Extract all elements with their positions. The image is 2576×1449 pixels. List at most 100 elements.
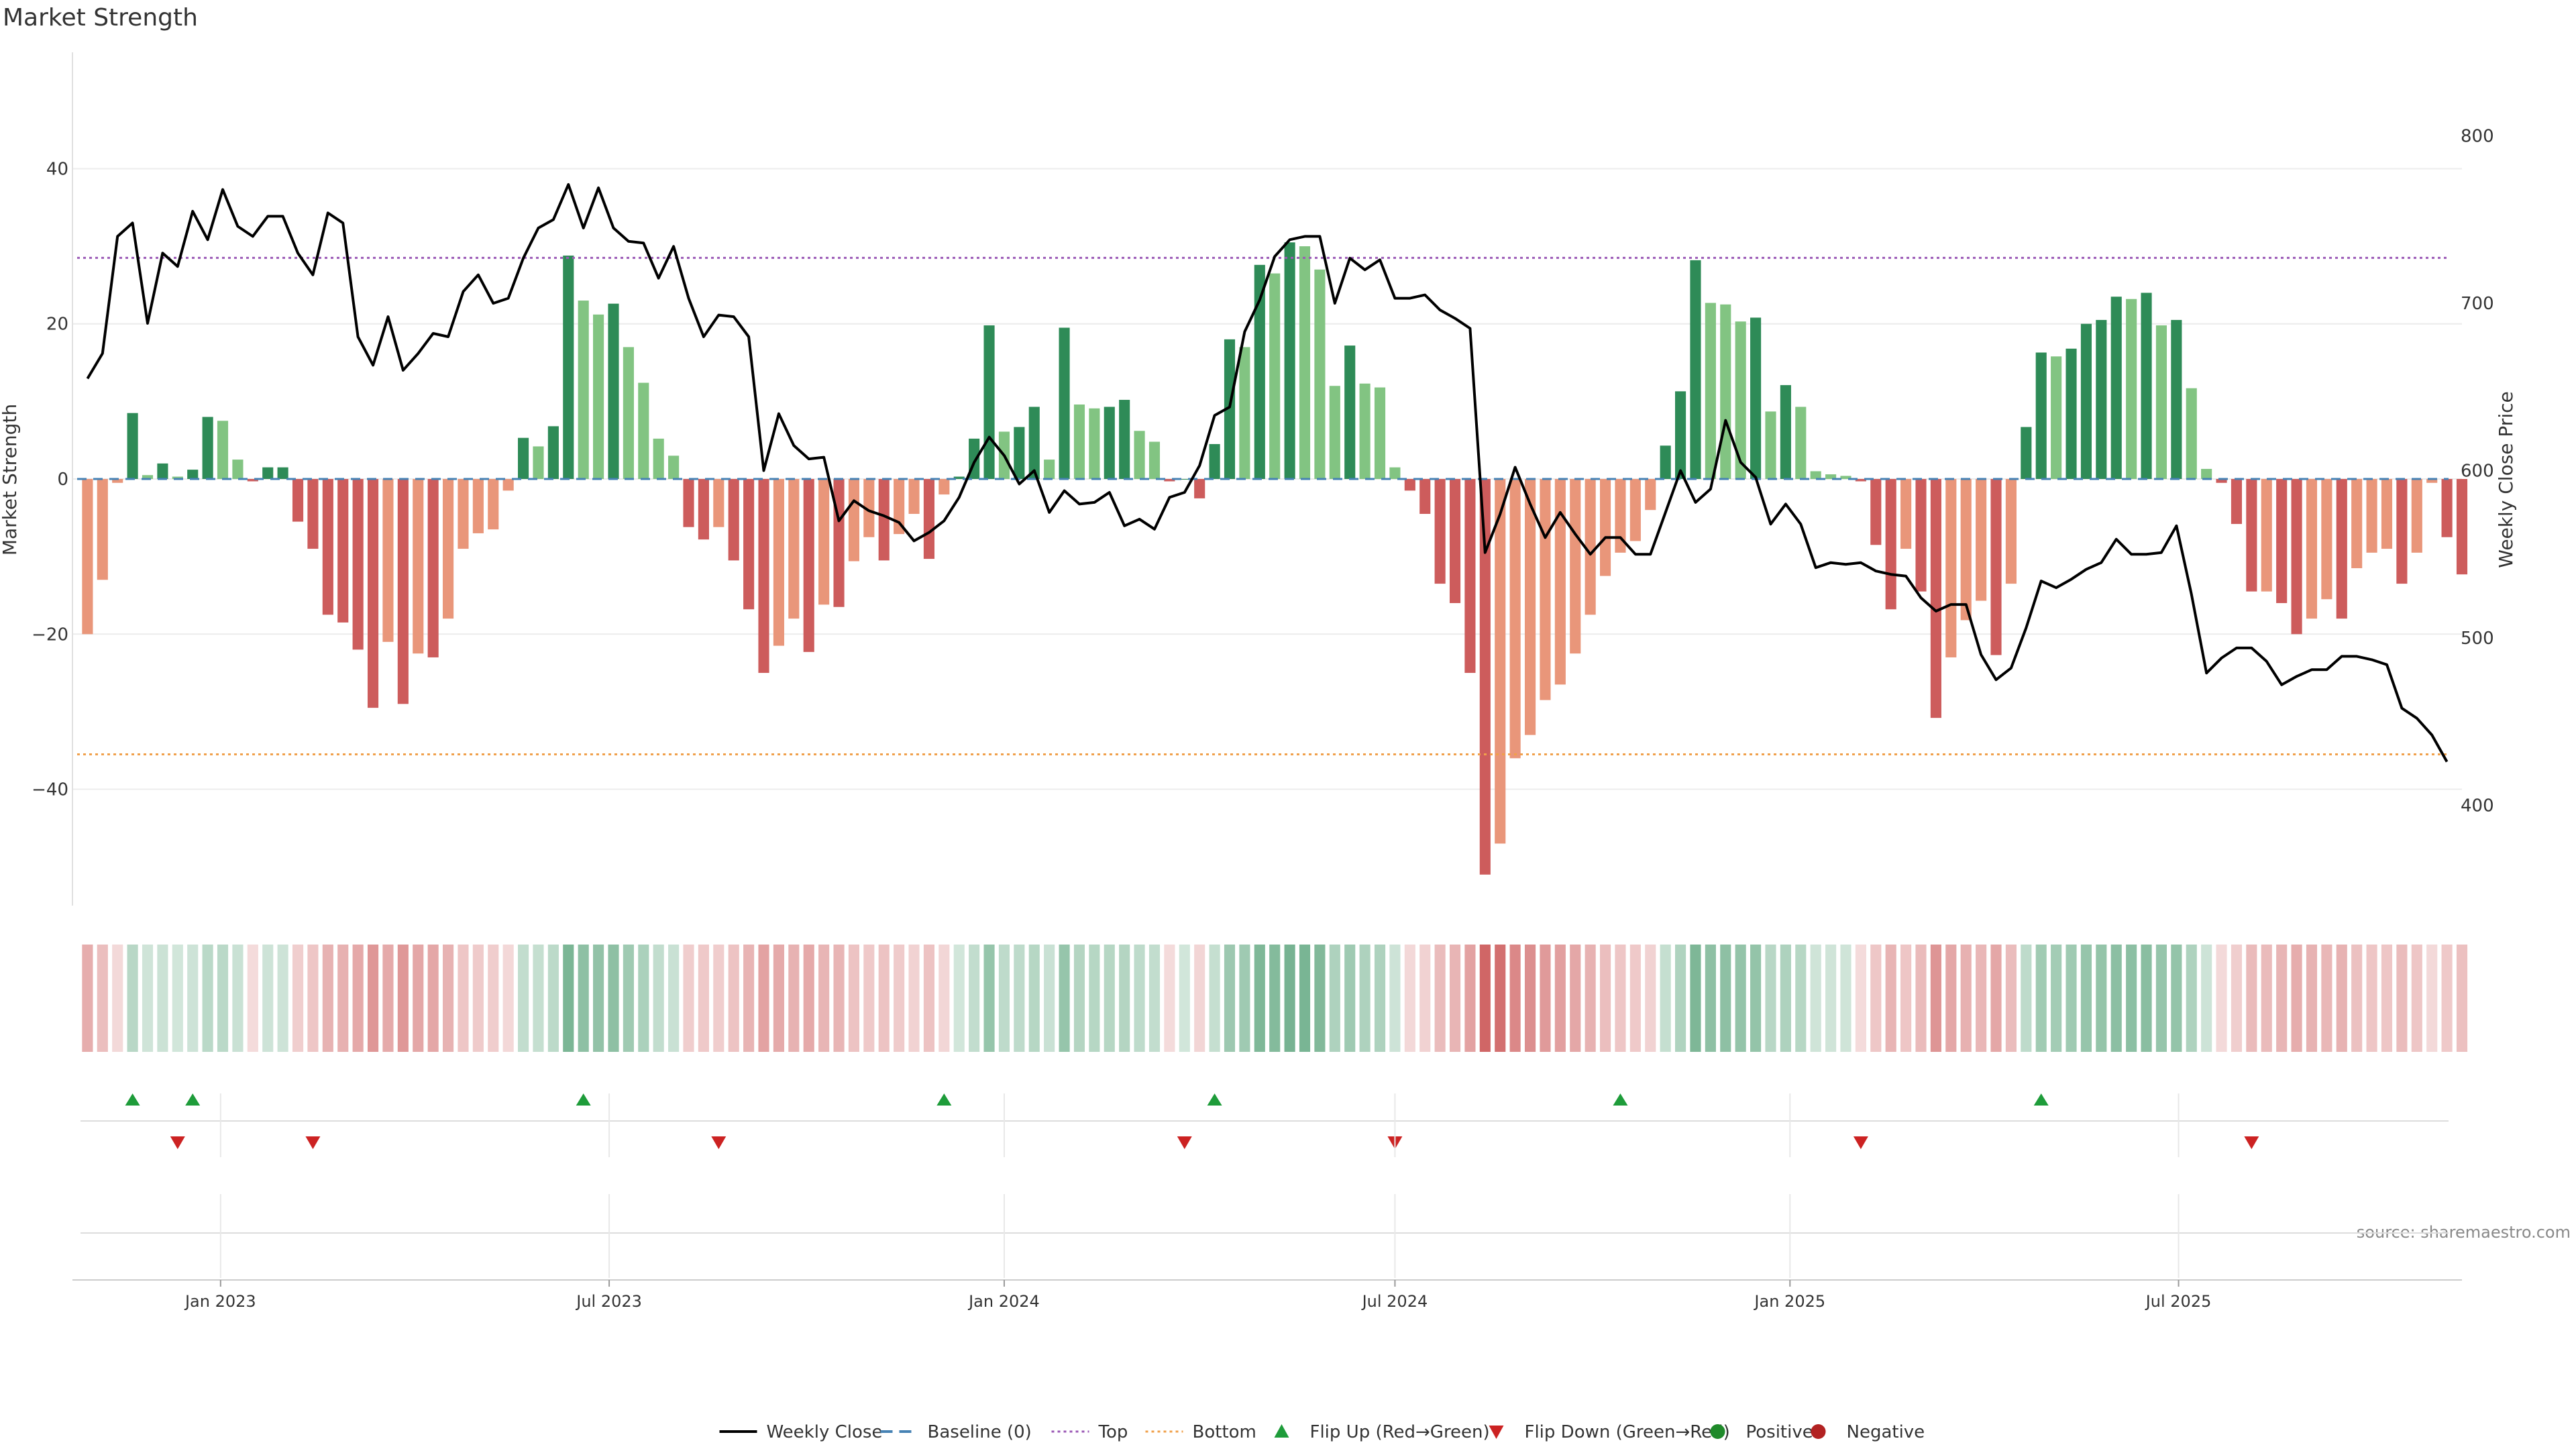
strength-bar <box>2126 299 2137 479</box>
strength-heat-cell <box>1434 945 1446 1052</box>
strength-heat-cell <box>307 945 319 1052</box>
strength-heat-cell <box>2126 945 2137 1052</box>
legend-item: Top <box>1051 1422 1128 1442</box>
flip-markers <box>80 1093 2449 1234</box>
strength-bar <box>2246 479 2257 592</box>
strength-bar <box>1629 479 1641 541</box>
strength-bar <box>653 438 664 479</box>
x-tick-label: Jan 2023 <box>184 1292 256 1311</box>
flip-down-marker <box>305 1136 321 1149</box>
strength-bar <box>172 476 183 479</box>
strength-heat-cell <box>458 945 469 1052</box>
strength-bar <box>1224 339 1236 479</box>
strength-bar <box>1164 479 1175 482</box>
strength-bar <box>232 460 244 479</box>
strength-bar <box>217 421 229 479</box>
strength-heat-cell <box>2065 945 2077 1052</box>
strength-bar <box>1524 479 1536 735</box>
strength-heat-cell <box>1795 945 1807 1052</box>
strength-bar <box>563 255 574 479</box>
x-tick-label: Jul 2024 <box>1361 1292 1428 1311</box>
strength-bar <box>1750 317 1762 479</box>
strength-heat-cell <box>2231 945 2243 1052</box>
strength-heat-cell <box>1810 945 1821 1052</box>
strength-bar <box>2051 356 2062 479</box>
legend-label: Bottom <box>1193 1422 1256 1442</box>
strength-bar <box>1014 427 1025 479</box>
flip-up-marker <box>1207 1093 1222 1106</box>
strength-heat-cell <box>2276 945 2288 1052</box>
y2-tick-label: 600 <box>2461 462 2494 482</box>
strength-heat-cell <box>969 945 980 1052</box>
strength-heat-cell <box>2336 945 2347 1052</box>
strength-heat-cell <box>2051 945 2062 1052</box>
x-tick-label: Jul 2023 <box>575 1292 642 1311</box>
strength-heat-cell <box>1750 945 1762 1052</box>
strength-heat-cell <box>1509 945 1521 1052</box>
strength-heat-cell <box>97 945 108 1052</box>
strength-heat-cell <box>142 945 154 1052</box>
strength-heat-cell <box>2035 945 2047 1052</box>
strength-heat-cell <box>1148 945 1161 1052</box>
strength-heat-cell <box>1269 945 1281 1052</box>
x-tick-label: Jan 2025 <box>1753 1292 1825 1311</box>
strength-bar <box>1615 479 1626 553</box>
strength-heat-cell <box>533 945 544 1052</box>
strength-heat-cell <box>1179 945 1190 1052</box>
strength-heat-cell <box>2261 945 2272 1052</box>
strength-heat-cell <box>2411 945 2422 1052</box>
strength-bar <box>1915 479 1927 592</box>
strength-bar <box>2141 292 2152 479</box>
legend-item: Flip Up (Red→Green) <box>1274 1422 1490 1442</box>
strength-bar <box>1945 479 1957 657</box>
strength-bar <box>1645 479 1656 511</box>
strength-bar <box>187 470 199 479</box>
strength-bar <box>1990 479 2002 655</box>
strength-heat-cell <box>1239 945 1250 1052</box>
flip-down-marker <box>170 1136 185 1149</box>
strength-heat-cell <box>683 945 694 1052</box>
strength-heat-cell <box>1780 945 1791 1052</box>
strength-bar <box>1028 407 1040 479</box>
strength-heat-cell <box>1495 945 1506 1052</box>
strength-heat-cell <box>232 945 244 1052</box>
strength-heat-cell <box>1224 945 1236 1052</box>
strength-bar <box>638 382 649 479</box>
strength-bar <box>2291 479 2302 635</box>
legend-label: Top <box>1098 1422 1128 1442</box>
strength-heat-cell <box>1855 945 1866 1052</box>
strength-heat-cell <box>758 945 769 1052</box>
strength-heat-strip <box>82 945 2468 1052</box>
strength-bar <box>1464 479 1476 674</box>
strength-bar <box>578 301 589 479</box>
strength-heat-cell <box>623 945 634 1052</box>
flip-up-marker <box>1613 1093 1628 1106</box>
flip-up-icon <box>1274 1424 1289 1438</box>
strength-heat-cell <box>112 945 123 1052</box>
strength-heat-cell <box>2096 945 2107 1052</box>
strength-bar <box>2216 479 2227 483</box>
strength-bar <box>2201 468 2212 479</box>
strength-heat-cell <box>1645 945 1656 1052</box>
strength-heat-cell <box>1044 945 1055 1052</box>
strength-heat-cell <box>953 945 965 1052</box>
legend-label: Flip Down (Green→Red) <box>1525 1422 1730 1442</box>
strength-bar <box>262 467 274 479</box>
legend-item: Negative <box>1811 1422 1925 1442</box>
strength-heat-cell <box>2306 945 2318 1052</box>
strength-bar <box>953 476 965 479</box>
strength-bar <box>488 479 499 530</box>
strength-heat-cell <box>1629 945 1641 1052</box>
strength-heat-cell <box>277 945 288 1052</box>
strength-bar <box>1540 479 1551 700</box>
strength-heat-cell <box>1840 945 1851 1052</box>
strength-bar <box>397 479 409 704</box>
strength-heat-cell <box>773 945 784 1052</box>
positive-dot-icon <box>1710 1424 1725 1439</box>
strength-heat-cell <box>2186 945 2197 1052</box>
strength-heat-cell <box>1329 945 1340 1052</box>
strength-bar <box>127 413 138 479</box>
strength-heat-cell <box>1675 945 1686 1052</box>
strength-bar <box>1299 246 1311 479</box>
